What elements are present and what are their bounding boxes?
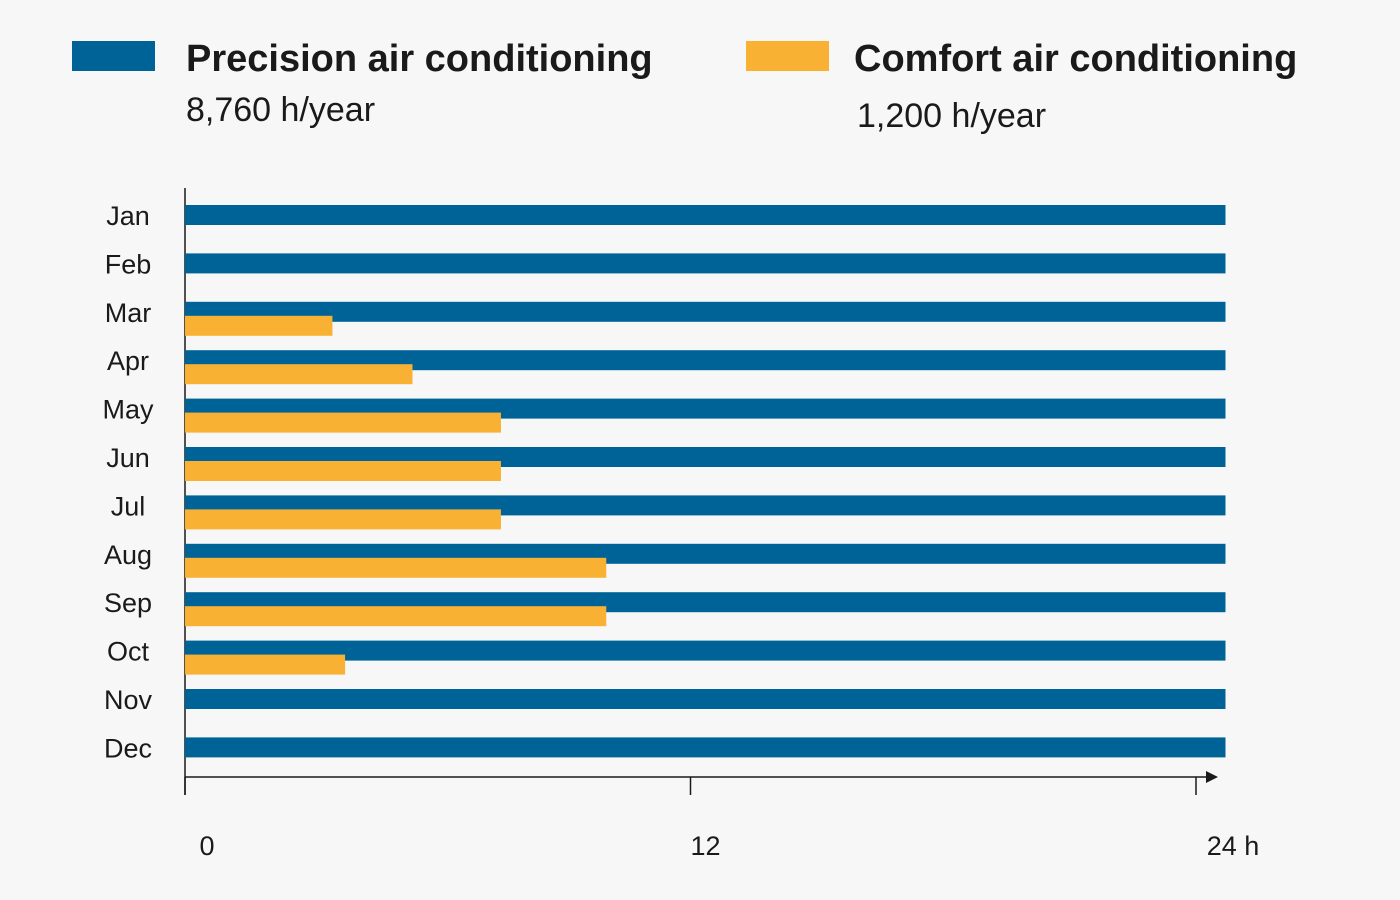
bar-precision — [185, 205, 1226, 225]
x-tick-label: 12 — [690, 831, 720, 861]
month-label: Apr — [107, 346, 149, 376]
bar-precision — [185, 253, 1226, 274]
legend-swatch-precision — [72, 41, 155, 71]
bar-precision — [185, 350, 1226, 371]
month-label: Sep — [104, 588, 152, 618]
x-tick-label: 0 — [199, 831, 214, 861]
month-label: Nov — [104, 685, 153, 715]
month-label: Oct — [107, 637, 150, 667]
month-label: Mar — [105, 298, 152, 328]
bar-comfort — [185, 509, 501, 530]
bar-comfort — [185, 654, 346, 675]
month-label: Jul — [111, 491, 146, 521]
legend-subtitle-comfort: 1,200 h/year — [857, 97, 1046, 135]
x-tick-label: 24 h — [1207, 831, 1260, 861]
month-label: Aug — [104, 540, 152, 570]
bar-comfort — [185, 315, 333, 336]
bar-comfort — [185, 606, 607, 627]
bar-precision — [185, 301, 1226, 322]
legend-subtitle-precision: 8,760 h/year — [186, 91, 375, 129]
month-label: Jan — [106, 201, 150, 231]
bar-comfort — [185, 461, 501, 481]
legend-title-comfort: Comfort air conditioning — [854, 38, 1297, 80]
legend-swatch-comfort — [746, 41, 829, 71]
bar-precision — [185, 640, 1226, 661]
bar-comfort — [185, 557, 607, 578]
legend: Precision air conditioning 8,760 h/year … — [72, 38, 1297, 135]
bar-precision — [185, 689, 1226, 709]
x-axis-arrow — [1206, 771, 1218, 783]
bar-comfort — [185, 364, 413, 385]
legend-title-precision: Precision air conditioning — [186, 38, 653, 80]
month-label: Jun — [106, 443, 150, 473]
bar-comfort — [185, 412, 501, 433]
plot-area: Jan Feb Mar Apr May Jun Jul Aug Sep Oct Nov Dec 0 12 2… — [102, 188, 1259, 861]
month-label: Dec — [104, 733, 152, 763]
bar-precision — [185, 737, 1226, 758]
month-label: May — [102, 395, 154, 425]
month-label: Feb — [105, 249, 152, 279]
